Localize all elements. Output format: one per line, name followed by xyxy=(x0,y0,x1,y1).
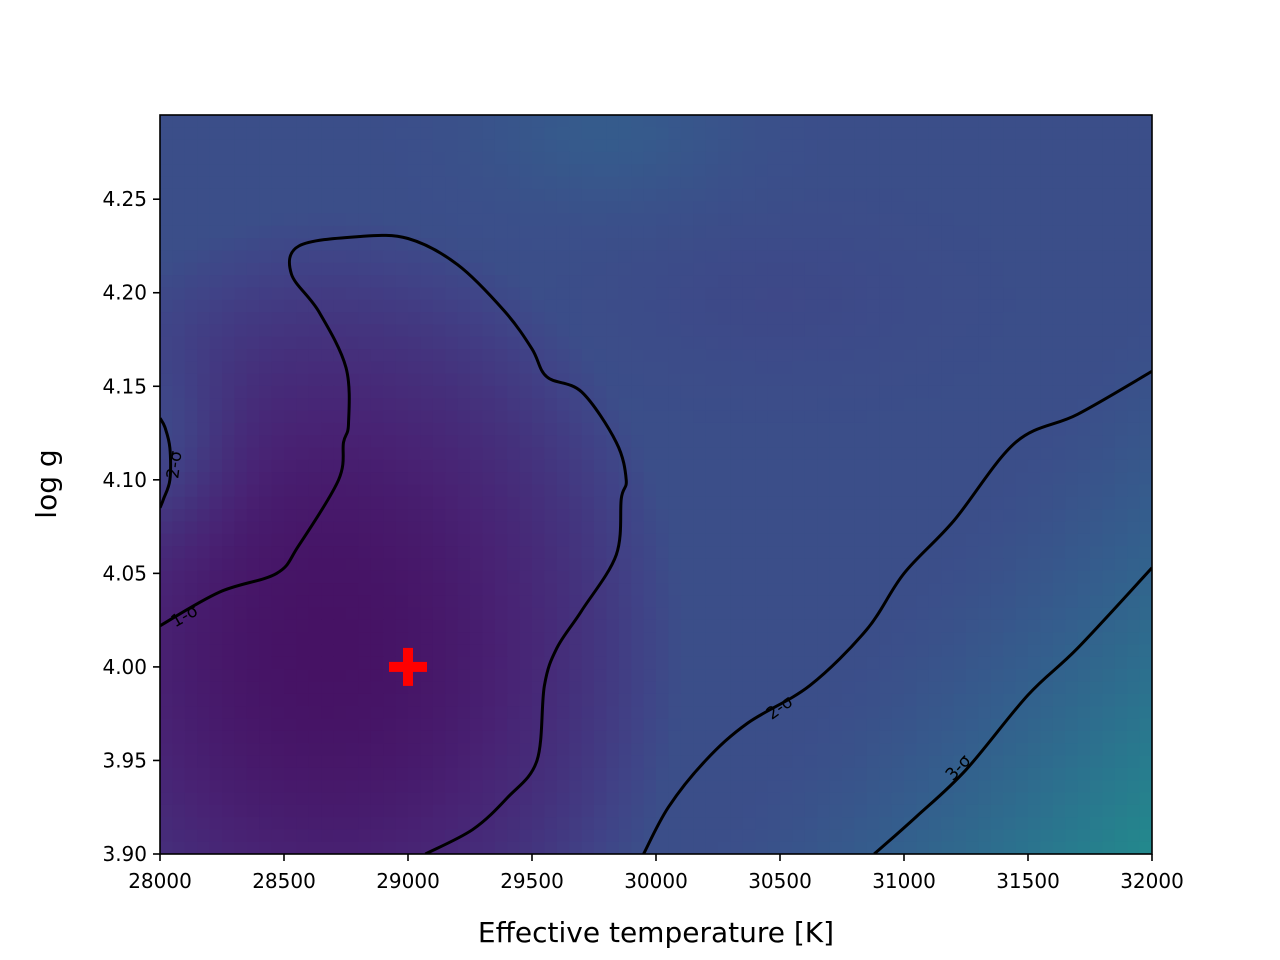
x-tick-label: 29000 xyxy=(376,869,440,893)
contour-line-3 xyxy=(642,370,1152,854)
contour-line-4 xyxy=(873,566,1152,854)
y-tick-label: 3.90 xyxy=(102,842,147,866)
y-tick-label: 4.05 xyxy=(102,561,147,585)
y-tick-label: 4.20 xyxy=(102,281,147,305)
x-axis-ticks: 28000 28500 29000 29500 30000 30500 31000 31500… xyxy=(128,854,1184,893)
y-tick-label: 3.95 xyxy=(102,748,147,772)
x-tick-label: 30000 xyxy=(624,869,688,893)
x-tick-label: 31000 xyxy=(872,869,936,893)
x-tick-label: 31500 xyxy=(996,869,1060,893)
x-tick-label: 28000 xyxy=(128,869,192,893)
x-axis-label: Effective temperature [K] xyxy=(478,916,834,949)
y-tick-label: 4.25 xyxy=(102,187,147,211)
heatmap xyxy=(160,115,1152,854)
best-fit-marker-v xyxy=(403,647,413,686)
y-axis-ticks: 3.90 3.95 4.00 4.05 4.10 4.15 4.20 4.25 xyxy=(102,187,160,866)
y-tick-label: 4.15 xyxy=(102,374,147,398)
best-fit-marker-group xyxy=(389,647,427,686)
y-tick-label: 4.10 xyxy=(102,468,147,492)
x-tick-label: 32000 xyxy=(1120,869,1184,893)
y-tick-label: 4.00 xyxy=(102,655,147,679)
contour-label: 2-σ xyxy=(163,450,186,480)
x-tick-label: 30500 xyxy=(748,869,812,893)
x-tick-label: 28500 xyxy=(252,869,316,893)
x-tick-label: 29500 xyxy=(500,869,564,893)
confidence-contours xyxy=(160,233,1152,854)
contour-line-1 xyxy=(160,233,628,854)
contour-line-2 xyxy=(160,417,173,509)
y-axis-label: log g xyxy=(30,449,63,518)
